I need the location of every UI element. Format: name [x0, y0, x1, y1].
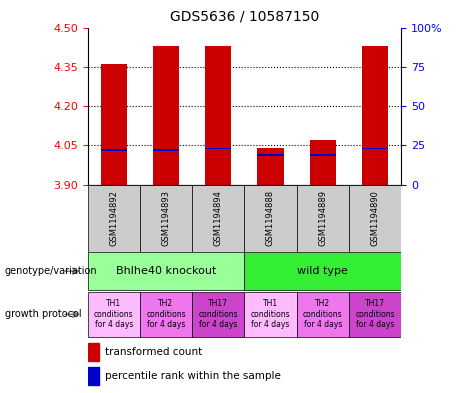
Bar — [362, 148, 388, 149]
Bar — [88, 292, 140, 337]
Bar — [296, 292, 349, 337]
Bar — [100, 149, 127, 151]
Text: Bhlhe40 knockout: Bhlhe40 knockout — [116, 266, 216, 276]
Text: TH17
conditions
for 4 days: TH17 conditions for 4 days — [355, 299, 395, 329]
Bar — [296, 185, 349, 252]
Bar — [88, 367, 99, 385]
Bar — [244, 185, 296, 252]
Text: percentile rank within the sample: percentile rank within the sample — [105, 371, 281, 381]
Bar — [349, 292, 401, 337]
Bar — [310, 154, 336, 156]
Text: GSM1194894: GSM1194894 — [214, 190, 223, 246]
Bar — [153, 46, 179, 185]
Text: GSM1194892: GSM1194892 — [109, 190, 118, 246]
Text: TH1
conditions
for 4 days: TH1 conditions for 4 days — [251, 299, 290, 329]
Text: GSM1194890: GSM1194890 — [371, 190, 379, 246]
Title: GDS5636 / 10587150: GDS5636 / 10587150 — [170, 9, 319, 24]
Bar — [88, 343, 99, 361]
Bar — [244, 252, 401, 290]
Bar — [257, 148, 284, 185]
Text: genotype/variation: genotype/variation — [5, 266, 97, 276]
Text: TH2
conditions
for 4 days: TH2 conditions for 4 days — [303, 299, 343, 329]
Bar — [88, 185, 140, 252]
Bar — [192, 185, 244, 252]
Bar — [192, 292, 244, 337]
Bar — [153, 149, 179, 151]
Bar — [310, 140, 336, 185]
Bar — [257, 154, 284, 156]
Text: GSM1194888: GSM1194888 — [266, 190, 275, 246]
Bar — [140, 292, 192, 337]
Bar — [349, 185, 401, 252]
Bar — [100, 64, 127, 185]
Bar — [362, 46, 388, 185]
Text: growth protocol: growth protocol — [5, 309, 81, 320]
Text: GSM1194893: GSM1194893 — [161, 190, 171, 246]
Text: GSM1194889: GSM1194889 — [318, 190, 327, 246]
Text: TH1
conditions
for 4 days: TH1 conditions for 4 days — [94, 299, 134, 329]
Bar — [88, 252, 244, 290]
Bar — [244, 292, 296, 337]
Text: wild type: wild type — [297, 266, 348, 276]
Text: TH17
conditions
for 4 days: TH17 conditions for 4 days — [198, 299, 238, 329]
Bar — [205, 148, 231, 149]
Bar — [140, 185, 192, 252]
Text: transformed count: transformed count — [105, 347, 202, 357]
Text: TH2
conditions
for 4 days: TH2 conditions for 4 days — [146, 299, 186, 329]
Bar — [205, 46, 231, 185]
